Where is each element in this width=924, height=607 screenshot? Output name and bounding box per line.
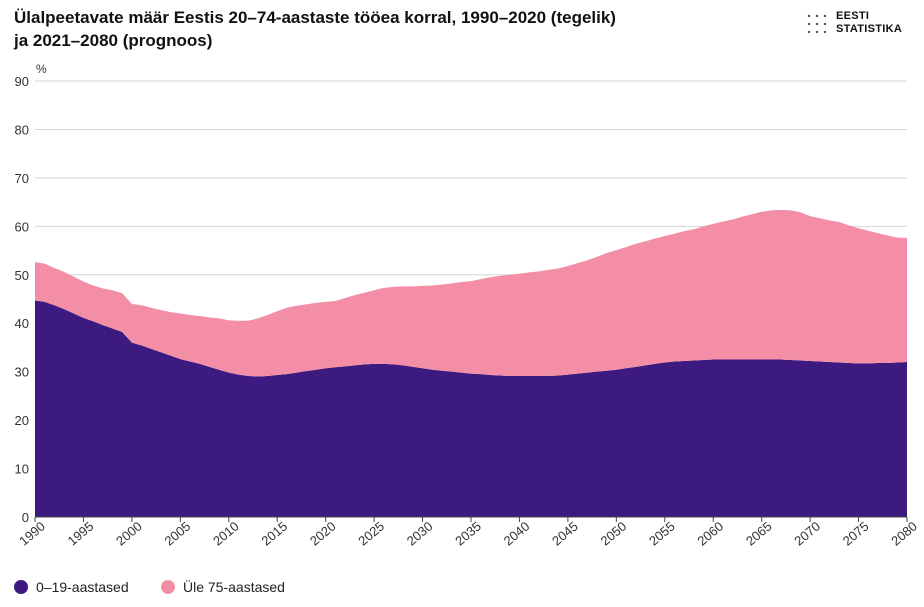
x-tick-label-2035: 2035 [452,519,484,549]
x-tick-label-2080: 2080 [888,519,920,549]
chart-title-line1: Ülalpeetavate määr Eestis 20–74-aastaste… [14,8,616,27]
x-tick-label-2045: 2045 [549,519,581,549]
y-tick-label-60: 60 [15,219,29,234]
y-tick-label-0: 0 [22,510,29,525]
y-tick-label-70: 70 [15,171,29,186]
logo-text-line1: EESTI [836,10,870,22]
x-tick-label-2020: 2020 [307,519,339,549]
y-tick-label-10: 10 [15,462,29,477]
x-tick-label-2005: 2005 [162,519,194,549]
area-layer [35,209,907,517]
x-tick-label-2010: 2010 [210,519,242,549]
y-tick-label-80: 80 [15,122,29,137]
x-tick-label-2000: 2000 [113,519,145,549]
x-tick-label-2015: 2015 [258,519,290,549]
x-tick-label-2025: 2025 [355,519,387,549]
x-tick-label-2075: 2075 [840,519,872,549]
chart-title: Ülalpeetavate määr Eestis 20–74-aastaste… [14,6,734,52]
legend-swatch-0-19 [14,580,28,594]
legend-swatch-75-plus [161,580,175,594]
legend-item-75-plus: Üle 75-aastased [161,579,285,595]
legend-label-75-plus: Üle 75-aastased [183,579,285,595]
chart-title-line2: ja 2021–2080 (prognoos) [14,31,213,50]
x-tick-label-2060: 2060 [694,519,726,549]
legend-label-0-19: 0–19-aastased [36,579,129,595]
logo-text: EESTI STATISTIKA [836,10,902,36]
y-tick-label-50: 50 [15,268,29,283]
y-tick-label-40: 40 [15,316,29,331]
y-axis-label: % [36,62,47,76]
area-series-0 [35,300,907,517]
logo-text-line2: STATISTIKA [836,23,903,35]
x-tick-label-2055: 2055 [646,519,678,549]
x-tick-label-2050: 2050 [598,519,630,549]
y-tick-label-90: 90 [15,74,29,89]
x-tick-label-2030: 2030 [404,519,436,549]
area-series-1 [35,209,907,377]
legend-item-0-19: 0–19-aastased [14,579,129,595]
logo-dots-icon [807,14,827,34]
y-tick-label-20: 20 [15,413,29,428]
x-tick-label-1995: 1995 [65,519,97,549]
eesti-statistika-logo: EESTI STATISTIKA [806,10,916,38]
x-tick-label-2065: 2065 [743,519,775,549]
y-tick-label-30: 30 [15,365,29,380]
x-tick-label-2040: 2040 [501,519,533,549]
x-tick-label-2070: 2070 [791,519,823,549]
